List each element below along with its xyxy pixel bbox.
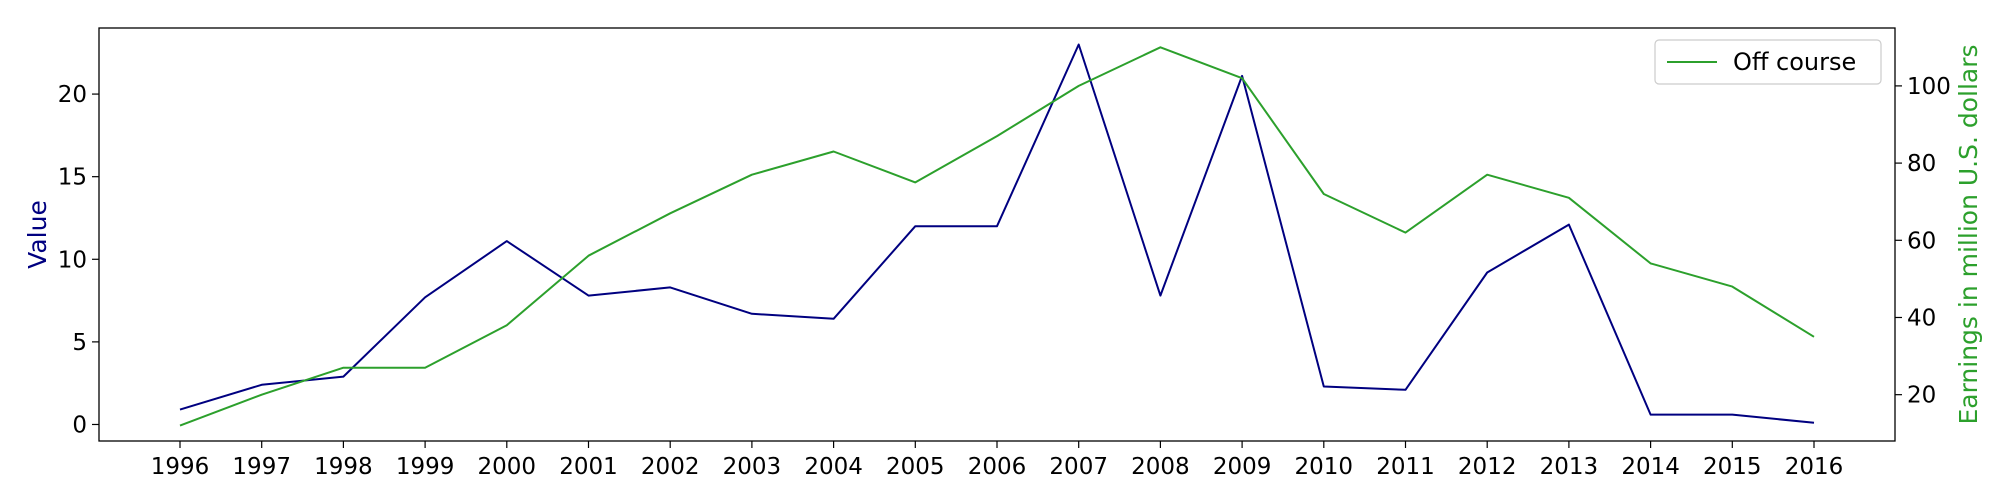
x-tick-label: 2015 <box>1703 454 1762 480</box>
x-tick-label: 2007 <box>1049 454 1108 480</box>
x-tick-label: 2012 <box>1458 454 1517 480</box>
x-tick-label: 2001 <box>559 454 618 480</box>
x-tick-label: 2016 <box>1785 454 1844 480</box>
x-tick-label: 2010 <box>1295 454 1354 480</box>
legend-box <box>1654 39 1882 85</box>
x-tick-label: 2014 <box>1621 454 1680 480</box>
x-tick-label: 1998 <box>314 454 373 480</box>
x-tick-label: 2009 <box>1213 454 1272 480</box>
x-tick-label: 2011 <box>1376 454 1435 480</box>
x-tick-label: 1997 <box>232 454 291 480</box>
x-tick-label: 2003 <box>723 454 782 480</box>
x-tick-label: 2002 <box>641 454 700 480</box>
right-tick-label: 20 <box>1907 383 1936 409</box>
left-tick-label: 10 <box>58 247 87 273</box>
x-tick-label: 2000 <box>478 454 537 480</box>
right-tick-label: 100 <box>1907 74 1951 100</box>
left-y-axis-title: Value <box>23 200 52 269</box>
x-axis-ticks: 1996 1997 1998 1999 2000 2001 2002 2003 2004 2005… <box>151 441 1844 480</box>
x-tick-label: 2004 <box>804 454 863 480</box>
x-tick-label: 2013 <box>1540 454 1599 480</box>
right-y-axis-title: Earnings in million U.S. dollars <box>1954 44 1983 424</box>
x-tick-label: 2005 <box>886 454 945 480</box>
right-tick-label: 80 <box>1907 151 1936 177</box>
x-tick-label: 2006 <box>968 454 1027 480</box>
left-tick-label: 20 <box>58 82 87 108</box>
series-line-value <box>179 43 1815 424</box>
right-tick-label: 40 <box>1907 305 1936 331</box>
x-tick-label: 1996 <box>151 454 210 480</box>
x-tick-label: 1999 <box>396 454 455 480</box>
left-tick-label: 15 <box>58 165 87 191</box>
right-tick-label: 60 <box>1907 228 1936 254</box>
series-line-off-course <box>179 46 1815 427</box>
legend: Off course <box>1654 39 1882 85</box>
legend-entry-off-course: Off course <box>1733 48 1856 76</box>
right-y-axis-ticks: 20 40 60 80 100 <box>1895 74 1951 409</box>
x-tick-label: 2008 <box>1131 454 1190 480</box>
left-tick-label: 5 <box>72 330 87 356</box>
left-y-axis-ticks: 0 5 10 15 20 <box>58 82 99 438</box>
series-layer <box>179 43 1815 427</box>
left-tick-label: 0 <box>72 412 87 438</box>
plot-frame <box>98 27 1896 442</box>
